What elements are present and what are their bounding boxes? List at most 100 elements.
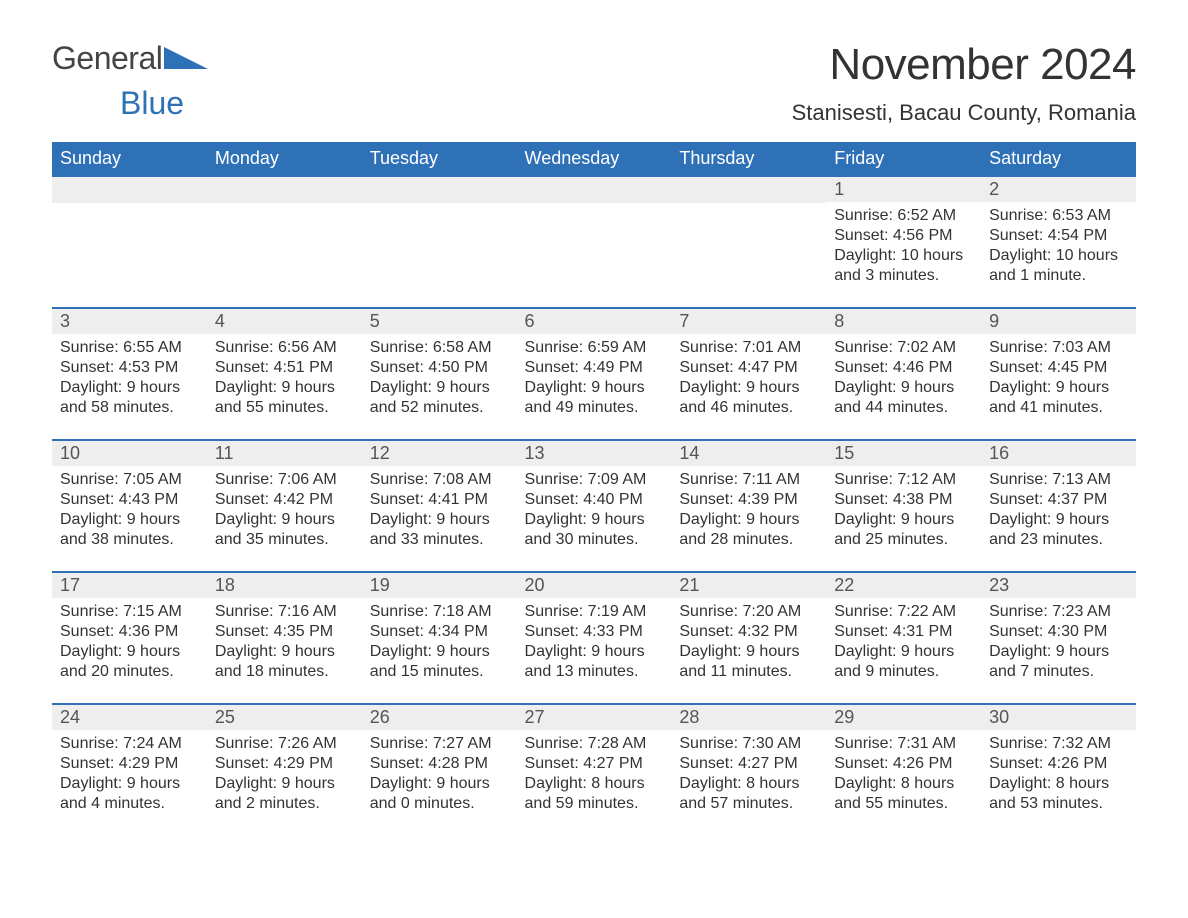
daylight-line1: Daylight: 9 hours [525, 642, 664, 662]
sunset-text: Sunset: 4:42 PM [215, 490, 354, 510]
day-content: Sunrise: 7:15 AMSunset: 4:36 PMDaylight:… [52, 598, 207, 682]
logo: General Blue [52, 40, 208, 122]
daylight-line1: Daylight: 9 hours [215, 378, 354, 398]
day-content: Sunrise: 7:27 AMSunset: 4:28 PMDaylight:… [362, 730, 517, 814]
day-cell: 4Sunrise: 6:56 AMSunset: 4:51 PMDaylight… [207, 308, 362, 440]
day-number: 13 [517, 441, 672, 466]
sunrise-text: Sunrise: 7:26 AM [215, 734, 354, 754]
daylight-line2: and 53 minutes. [989, 794, 1128, 814]
daylight-line1: Daylight: 9 hours [60, 642, 199, 662]
day-cell: 27Sunrise: 7:28 AMSunset: 4:27 PMDayligh… [517, 704, 672, 836]
daylight-line1: Daylight: 10 hours [834, 246, 973, 266]
day-number: 26 [362, 705, 517, 730]
daylight-line1: Daylight: 9 hours [989, 378, 1128, 398]
daylight-line1: Daylight: 10 hours [989, 246, 1128, 266]
day-content: Sunrise: 7:23 AMSunset: 4:30 PMDaylight:… [981, 598, 1136, 682]
day-content: Sunrise: 7:09 AMSunset: 4:40 PMDaylight:… [517, 466, 672, 550]
day-number: 27 [517, 705, 672, 730]
day-number: 3 [52, 309, 207, 334]
daylight-line1: Daylight: 9 hours [834, 510, 973, 530]
title-block: November 2024 Stanisesti, Bacau County, … [792, 40, 1136, 136]
daylight-line2: and 23 minutes. [989, 530, 1128, 550]
day-number: 19 [362, 573, 517, 598]
daylight-line2: and 55 minutes. [215, 398, 354, 418]
empty-day-cell [207, 176, 362, 308]
day-number: 4 [207, 309, 362, 334]
daylight-line1: Daylight: 9 hours [989, 510, 1128, 530]
week-row: 1Sunrise: 6:52 AMSunset: 4:56 PMDaylight… [52, 176, 1136, 308]
sunrise-text: Sunrise: 7:20 AM [679, 602, 818, 622]
daylight-line1: Daylight: 8 hours [989, 774, 1128, 794]
daylight-line2: and 52 minutes. [370, 398, 509, 418]
daylight-line1: Daylight: 9 hours [370, 642, 509, 662]
day-cell: 23Sunrise: 7:23 AMSunset: 4:30 PMDayligh… [981, 572, 1136, 704]
day-number: 6 [517, 309, 672, 334]
sunrise-text: Sunrise: 7:24 AM [60, 734, 199, 754]
calendar-table: Sunday Monday Tuesday Wednesday Thursday… [52, 142, 1136, 836]
day-cell: 29Sunrise: 7:31 AMSunset: 4:26 PMDayligh… [826, 704, 981, 836]
daylight-line1: Daylight: 9 hours [215, 774, 354, 794]
sunset-text: Sunset: 4:36 PM [60, 622, 199, 642]
sunrise-text: Sunrise: 7:09 AM [525, 470, 664, 490]
day-cell: 5Sunrise: 6:58 AMSunset: 4:50 PMDaylight… [362, 308, 517, 440]
daylight-line2: and 30 minutes. [525, 530, 664, 550]
daylight-line2: and 11 minutes. [679, 662, 818, 682]
sunset-text: Sunset: 4:29 PM [60, 754, 199, 774]
day-content: Sunrise: 6:58 AMSunset: 4:50 PMDaylight:… [362, 334, 517, 418]
day-number: 11 [207, 441, 362, 466]
daylight-line1: Daylight: 9 hours [679, 378, 818, 398]
day-number: 23 [981, 573, 1136, 598]
day-content: Sunrise: 7:01 AMSunset: 4:47 PMDaylight:… [671, 334, 826, 418]
empty-day-cell [362, 176, 517, 308]
sunrise-text: Sunrise: 6:55 AM [60, 338, 199, 358]
sunset-text: Sunset: 4:49 PM [525, 358, 664, 378]
day-content: Sunrise: 7:19 AMSunset: 4:33 PMDaylight:… [517, 598, 672, 682]
sunrise-text: Sunrise: 7:16 AM [215, 602, 354, 622]
daylight-line1: Daylight: 9 hours [679, 510, 818, 530]
weekday-header: Wednesday [517, 142, 672, 176]
week-row: 3Sunrise: 6:55 AMSunset: 4:53 PMDaylight… [52, 308, 1136, 440]
day-number: 29 [826, 705, 981, 730]
daylight-line1: Daylight: 9 hours [215, 510, 354, 530]
sunrise-text: Sunrise: 7:05 AM [60, 470, 199, 490]
day-number: 5 [362, 309, 517, 334]
day-cell: 22Sunrise: 7:22 AMSunset: 4:31 PMDayligh… [826, 572, 981, 704]
day-cell: 13Sunrise: 7:09 AMSunset: 4:40 PMDayligh… [517, 440, 672, 572]
day-content: Sunrise: 7:20 AMSunset: 4:32 PMDaylight:… [671, 598, 826, 682]
day-number: 9 [981, 309, 1136, 334]
day-number: 1 [826, 177, 981, 202]
weekday-header: Thursday [671, 142, 826, 176]
day-cell: 10Sunrise: 7:05 AMSunset: 4:43 PMDayligh… [52, 440, 207, 572]
sunset-text: Sunset: 4:43 PM [60, 490, 199, 510]
daylight-line2: and 18 minutes. [215, 662, 354, 682]
day-cell: 2Sunrise: 6:53 AMSunset: 4:54 PMDaylight… [981, 176, 1136, 308]
day-cell: 8Sunrise: 7:02 AMSunset: 4:46 PMDaylight… [826, 308, 981, 440]
daylight-line2: and 13 minutes. [525, 662, 664, 682]
sunset-text: Sunset: 4:45 PM [989, 358, 1128, 378]
daylight-line2: and 59 minutes. [525, 794, 664, 814]
weekday-header: Saturday [981, 142, 1136, 176]
daylight-line1: Daylight: 9 hours [834, 642, 973, 662]
sunset-text: Sunset: 4:26 PM [834, 754, 973, 774]
day-content: Sunrise: 7:32 AMSunset: 4:26 PMDaylight:… [981, 730, 1136, 814]
sunset-text: Sunset: 4:47 PM [679, 358, 818, 378]
day-content: Sunrise: 7:08 AMSunset: 4:41 PMDaylight:… [362, 466, 517, 550]
sunrise-text: Sunrise: 7:08 AM [370, 470, 509, 490]
sunrise-text: Sunrise: 7:27 AM [370, 734, 509, 754]
day-content: Sunrise: 7:22 AMSunset: 4:31 PMDaylight:… [826, 598, 981, 682]
sunset-text: Sunset: 4:40 PM [525, 490, 664, 510]
day-content: Sunrise: 7:03 AMSunset: 4:45 PMDaylight:… [981, 334, 1136, 418]
day-cell: 30Sunrise: 7:32 AMSunset: 4:26 PMDayligh… [981, 704, 1136, 836]
sunrise-text: Sunrise: 6:56 AM [215, 338, 354, 358]
sunrise-text: Sunrise: 7:30 AM [679, 734, 818, 754]
empty-day-cell [52, 176, 207, 308]
day-number: 15 [826, 441, 981, 466]
daylight-line2: and 7 minutes. [989, 662, 1128, 682]
sunrise-text: Sunrise: 7:03 AM [989, 338, 1128, 358]
day-cell: 3Sunrise: 6:55 AMSunset: 4:53 PMDaylight… [52, 308, 207, 440]
daylight-line2: and 3 minutes. [834, 266, 973, 286]
daylight-line1: Daylight: 9 hours [679, 642, 818, 662]
day-cell: 12Sunrise: 7:08 AMSunset: 4:41 PMDayligh… [362, 440, 517, 572]
logo-word1: General [52, 40, 162, 76]
sunrise-text: Sunrise: 7:15 AM [60, 602, 199, 622]
